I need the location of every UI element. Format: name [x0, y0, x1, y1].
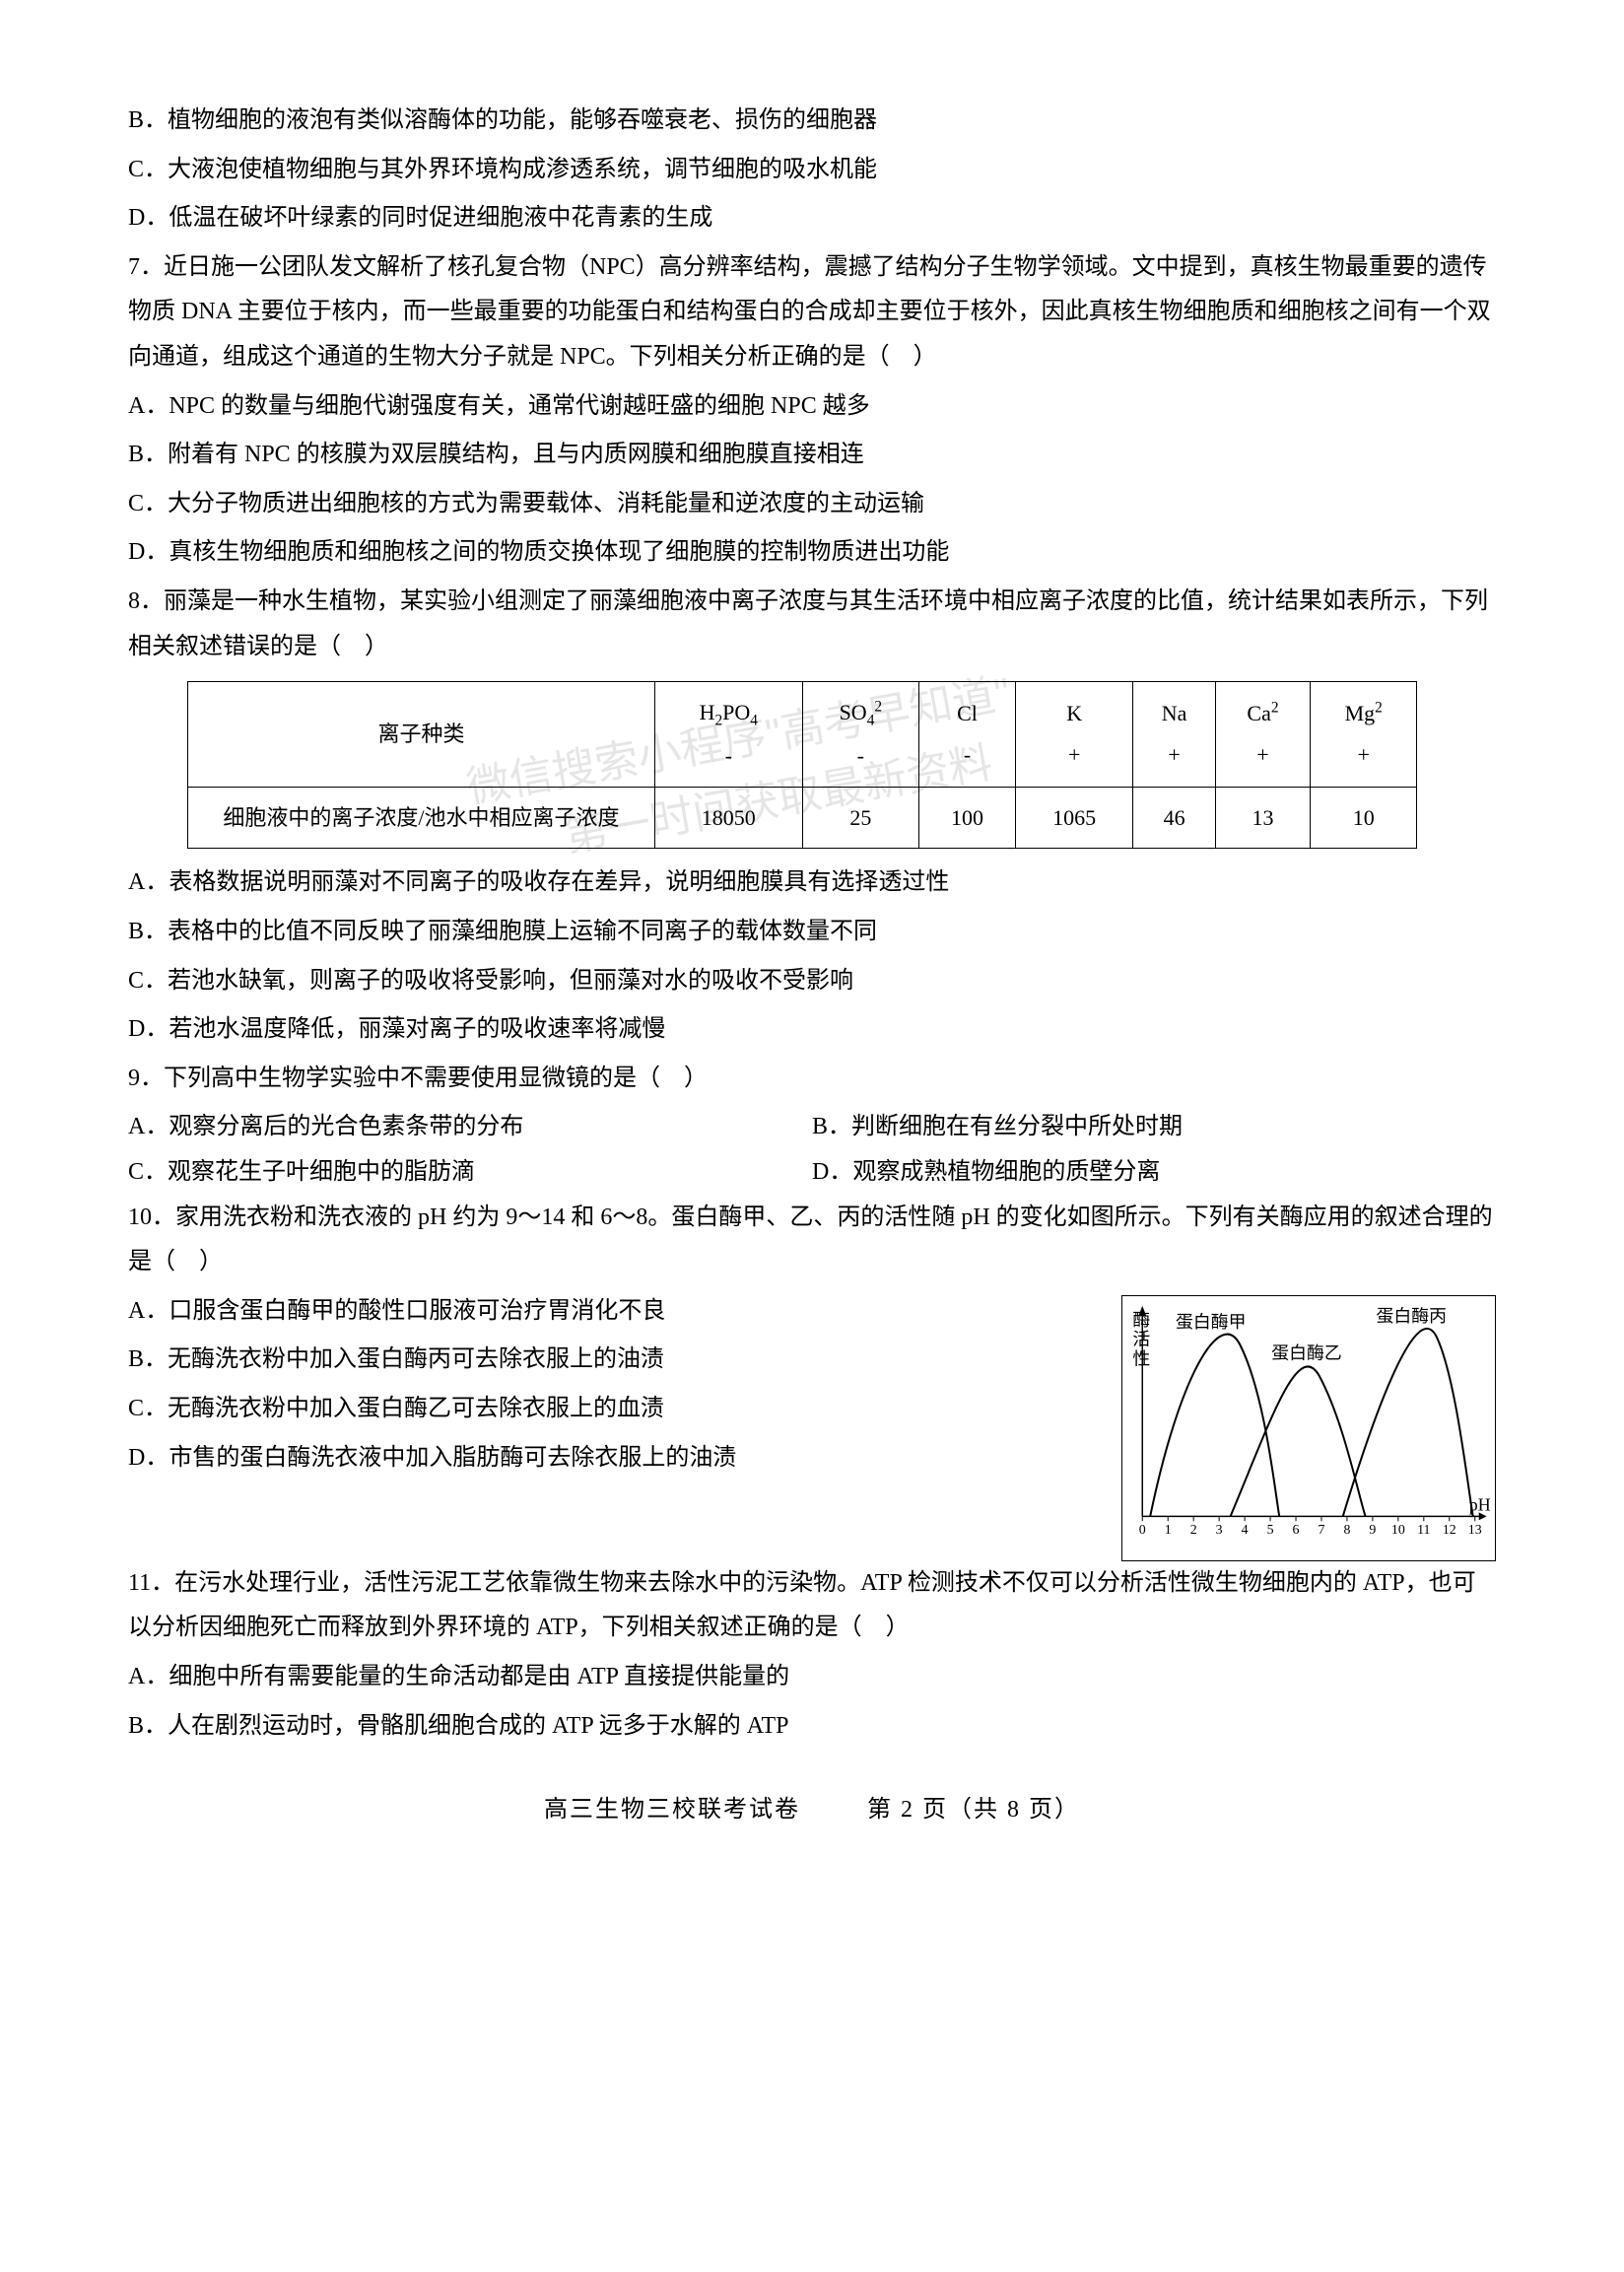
table-cell: 25	[802, 787, 919, 849]
q6-option-b: B．植物细胞的液泡有类似溶酶体的功能，能够吞噬衰老、损伤的细胞器	[128, 99, 1496, 144]
q9-options-row1: A．观察分离后的光合色素条带的分布 B．判断细胞在有丝分裂中所处时期	[128, 1105, 1496, 1150]
table-col-na: Na+	[1133, 682, 1216, 787]
page-container: 微信搜索小程序"高考早知道" 第一时间获取最新资料 B．植物细胞的液泡有类似溶酶…	[128, 99, 1496, 1833]
svg-text:4: 4	[1242, 1523, 1249, 1538]
q9-option-c: C．观察花生子叶细胞中的脂肪滴	[128, 1150, 812, 1196]
svg-text:12: 12	[1443, 1523, 1456, 1538]
svg-text:10: 10	[1391, 1523, 1405, 1538]
q10-option-c: C．无酶洗衣粉中加入蛋白酶乙可去除衣服上的血渍	[128, 1387, 1102, 1432]
svg-text:1: 1	[1165, 1523, 1172, 1538]
q8-option-c: C．若池水缺氧，则离子的吸收将受影响，但丽藻对水的吸收不受影响	[128, 959, 1496, 1004]
q6-option-d: D．低温在破坏叶绿素的同时促进细胞液中花青素的生成	[128, 196, 1496, 241]
q11-stem: 11．在污水处理行业，活性污泥工艺依靠微生物来去除水中的污染物。ATP 检测技术…	[128, 1561, 1496, 1651]
table-col-ca: Ca2+	[1215, 682, 1310, 787]
table-row-label: 细胞液中的离子浓度/池水中相应离子浓度	[188, 787, 655, 849]
table-cell: 13	[1215, 787, 1310, 849]
q9-options-row2: C．观察花生子叶细胞中的脂肪滴 D．观察成熟植物细胞的质壁分离	[128, 1150, 1496, 1196]
q10-stem: 10．家用洗衣粉和洗衣液的 pH 约为 9～14 和 6～8。蛋白酶甲、乙、丙的…	[128, 1196, 1496, 1285]
svg-text:5: 5	[1267, 1523, 1274, 1538]
svg-text:9: 9	[1369, 1523, 1376, 1538]
q10-option-b: B．无酶洗衣粉中加入蛋白酶丙可去除衣服上的油渍	[128, 1338, 1102, 1383]
svg-text:0: 0	[1139, 1523, 1146, 1538]
table-cell: 100	[919, 787, 1016, 849]
svg-text:蛋白酶甲: 蛋白酶甲	[1176, 1311, 1246, 1331]
q7-option-d: D．真核生物细胞质和细胞核之间的物质交换体现了细胞膜的控制物质进出功能	[128, 530, 1496, 576]
table-col-cl: Cl-	[919, 682, 1016, 787]
table-col-h2po4: H2PO4-	[654, 682, 802, 787]
q8-option-b: B．表格中的比值不同反映了丽藻细胞膜上运输不同离子的载体数量不同	[128, 910, 1496, 955]
svg-text:活: 活	[1132, 1329, 1150, 1348]
svg-text:蛋白酶乙: 蛋白酶乙	[1271, 1343, 1341, 1362]
table-col-k: K+	[1015, 682, 1132, 787]
q10-block: A．口服含蛋白酶甲的酸性口服液可治疗胃消化不良 B．无酶洗衣粉中加入蛋白酶丙可去…	[128, 1289, 1496, 1561]
q7-stem: 7．近日施一公团队发文解析了核孔复合物（NPC）高分辨率结构，震撼了结构分子生物…	[128, 245, 1496, 380]
svg-text:性: 性	[1132, 1348, 1150, 1368]
q9-option-a: A．观察分离后的光合色素条带的分布	[128, 1105, 812, 1150]
q8-stem: 8．丽藻是一种水生植物，某实验小组测定了丽藻细胞液中离子浓度与其生活环境中相应离…	[128, 580, 1496, 669]
svg-text:7: 7	[1319, 1523, 1325, 1538]
svg-text:6: 6	[1293, 1523, 1300, 1538]
table-col-mg: Mg2+	[1311, 682, 1417, 787]
q8-table: 离子种类 H2PO4- SO42- Cl- K+ Na+ Ca2+ Mg2+ 细…	[187, 681, 1496, 849]
table-header-label: 离子种类	[188, 682, 655, 787]
svg-text:13: 13	[1468, 1523, 1482, 1538]
table-row: 细胞液中的离子浓度/池水中相应离子浓度 18050 25 100 1065 46…	[188, 787, 1417, 849]
q9-option-b: B．判断细胞在有丝分裂中所处时期	[812, 1105, 1496, 1150]
footer-title: 高三生物三校联考试卷	[544, 1797, 800, 1823]
q9-option-d: D．观察成熟植物细胞的质壁分离	[812, 1150, 1496, 1196]
svg-text:2: 2	[1190, 1523, 1197, 1538]
svg-text:蛋白酶丙: 蛋白酶丙	[1376, 1306, 1446, 1326]
q7-option-a: A．NPC 的数量与细胞代谢强度有关，通常代谢越旺盛的细胞 NPC 越多	[128, 384, 1496, 430]
q7-option-b: B．附着有 NPC 的核膜为双层膜结构，且与内质网膜和细胞膜直接相连	[128, 433, 1496, 478]
svg-text:8: 8	[1343, 1523, 1350, 1538]
table-cell: 46	[1133, 787, 1216, 849]
q10-options: A．口服含蛋白酶甲的酸性口服液可治疗胃消化不良 B．无酶洗衣粉中加入蛋白酶丙可去…	[128, 1289, 1102, 1484]
q8-option-d: D．若池水温度降低，丽藻对离子的吸收速率将减慢	[128, 1007, 1496, 1053]
table-cell: 18050	[654, 787, 802, 849]
q10-option-d: D．市售的蛋白酶洗衣液中加入脂肪酶可去除衣服上的油渍	[128, 1436, 1102, 1481]
footer-page: 第 2 页（共 8 页）	[867, 1797, 1080, 1823]
svg-text:3: 3	[1216, 1523, 1223, 1538]
q11-option-a: A．细胞中所有需要能量的生命活动都是由 ATP 直接提供能量的	[128, 1655, 1496, 1700]
q11-option-b: B．人在剧烈运动时，骨骼肌细胞合成的 ATP 远多于水解的 ATP	[128, 1704, 1496, 1750]
table-row: 离子种类 H2PO4- SO42- Cl- K+ Na+ Ca2+ Mg2+	[188, 682, 1417, 787]
q6-option-c: C．大液泡使植物细胞与其外界环境构成渗透系统，调节细胞的吸水机能	[128, 148, 1496, 193]
q8-option-a: A．表格数据说明丽藻对不同离子的吸收存在差异，说明细胞膜具有选择透过性	[128, 861, 1496, 906]
q7-option-c: C．大分子物质进出细胞核的方式为需要载体、消耗能量和逆浓度的主动运输	[128, 482, 1496, 527]
q10-option-a: A．口服含蛋白酶甲的酸性口服液可治疗胃消化不良	[128, 1289, 1102, 1335]
q9-stem: 9．下列高中生物学实验中不需要使用显微镜的是（ ）	[128, 1057, 1496, 1102]
table-col-so4: SO42-	[802, 682, 919, 787]
page-footer: 高三生物三校联考试卷 第 2 页（共 8 页）	[128, 1788, 1496, 1833]
table-cell: 10	[1311, 787, 1417, 849]
chart-svg: 酶活性012345678910111213pH蛋白酶甲蛋白酶乙蛋白酶丙	[1122, 1296, 1495, 1560]
q10-chart: 酶活性012345678910111213pH蛋白酶甲蛋白酶乙蛋白酶丙	[1121, 1295, 1496, 1561]
table-cell: 1065	[1015, 787, 1132, 849]
svg-text:11: 11	[1417, 1523, 1430, 1538]
